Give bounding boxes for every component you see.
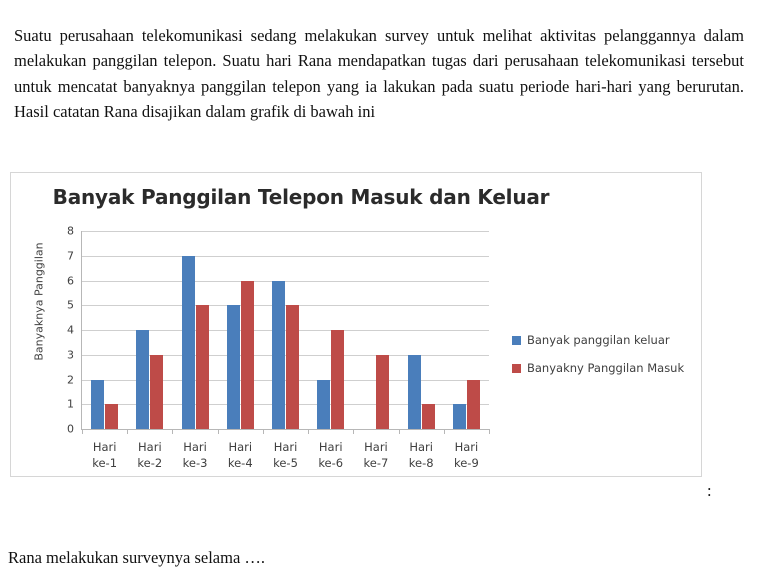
x-axis-tick-label: Hari ke-2 <box>122 439 178 471</box>
gridline <box>82 255 489 257</box>
x-axis-tick-label-line: ke-2 <box>137 456 163 470</box>
x-axis-tick-mark <box>217 429 219 434</box>
bar-masuk-2 <box>150 354 164 429</box>
chart-figure: Banyak Panggilan Telepon Masuk dan Kelua… <box>10 172 702 477</box>
trailing-colon: : <box>707 481 712 500</box>
x-axis-tick-label: Hari ke-6 <box>303 439 359 471</box>
bar-masuk-4 <box>240 280 254 429</box>
gridline <box>82 231 489 232</box>
bar-masuk-7 <box>376 354 390 429</box>
x-axis-tick-mark <box>398 429 400 434</box>
x-axis-tick-label-line: Hari <box>228 440 253 454</box>
x-axis-tick-label: Hari ke-3 <box>167 439 223 471</box>
gridline <box>82 305 489 307</box>
x-axis-tick-label: Hari ke-1 <box>77 439 133 471</box>
x-axis-tick-label-line: Hari <box>409 440 433 454</box>
bar-keluar-8 <box>407 354 421 429</box>
x-axis-tick-label: Hari ke-4 <box>212 439 268 471</box>
y-axis-tick-label: 4 <box>67 323 74 337</box>
x-axis-tick-label-line: Hari <box>138 440 162 454</box>
intro-paragraph: Suatu perusahaan telekomunikasi sedang m… <box>14 25 744 122</box>
x-axis-tick-mark <box>82 429 83 434</box>
x-axis-tick-mark <box>489 429 490 434</box>
x-axis-tick-mark <box>262 429 264 434</box>
x-axis-tick-label-line: ke-5 <box>273 456 298 470</box>
x-axis-tick-label: Hari ke-9 <box>438 439 494 471</box>
x-axis-tick-mark <box>308 429 310 434</box>
gridline <box>82 280 489 282</box>
x-axis-tick-label: Hari ke-8 <box>393 439 449 471</box>
gridline <box>82 354 489 356</box>
y-axis-tick-label: 8 <box>67 224 74 238</box>
legend-item: Banyakny Panggilan Masuk <box>512 361 684 375</box>
x-axis-tick-label-line: ke-9 <box>453 456 479 470</box>
x-axis-tick-label-line: Hari <box>92 440 117 454</box>
bar-keluar-5 <box>272 280 285 429</box>
bar-masuk-8 <box>421 404 435 429</box>
y-axis-tick-label: 6 <box>67 274 74 287</box>
bar-masuk-6 <box>331 330 345 429</box>
legend-label: Banyak panggilan keluar <box>527 333 670 347</box>
x-axis-tick-label-line: ke-7 <box>363 456 389 470</box>
bar-keluar-2 <box>136 330 150 429</box>
x-axis-tick-mark <box>353 429 355 434</box>
y-axis-tick-label: 2 <box>67 373 74 386</box>
x-axis-tick-label: Hari ke-5 <box>258 439 314 471</box>
x-axis-tick-mark <box>443 429 445 434</box>
x-axis-tick-label-line: Hari <box>183 440 207 454</box>
legend-swatch-icon <box>512 335 521 345</box>
x-axis-tick-mark <box>172 429 174 434</box>
bar-masuk-3 <box>195 305 209 429</box>
legend-item: Banyak panggilan keluar <box>512 333 684 347</box>
bar-keluar-3 <box>181 255 195 429</box>
closing-question: Rana melakukan surveynya selama …. <box>8 547 266 567</box>
bar-keluar-4 <box>226 305 240 429</box>
gridline <box>82 379 489 381</box>
x-axis-tick-label-line: ke-3 <box>182 456 208 470</box>
x-axis-tick-label-line: Hari <box>364 440 388 454</box>
bar-keluar-6 <box>317 379 331 429</box>
bar-masuk-9 <box>466 379 480 429</box>
plot-area: 0 1 2 3 4 5 6 7 8 Hari ke-1 Hari ke-2 Hari ke-3 Hari ke-… <box>67 225 490 470</box>
x-axis-tick-label-line: ke-8 <box>408 456 434 470</box>
x-axis-tick-label: Hari ke-7 <box>348 439 404 471</box>
x-axis-tick-label-line: Hari <box>454 440 479 454</box>
legend-swatch-icon <box>512 363 521 373</box>
gridline <box>82 404 489 406</box>
legend-label: Banyakny Panggilan Masuk <box>527 361 685 375</box>
y-axis-tick-label: 5 <box>67 298 74 312</box>
x-axis-tick-label-line: ke-6 <box>318 456 344 470</box>
chart-legend: Banyak panggilan keluar Banyakny Panggila… <box>512 333 684 389</box>
gridline <box>82 330 489 331</box>
y-axis-tick-label: 1 <box>67 397 74 411</box>
x-axis-tick-mark <box>127 429 129 434</box>
x-axis-tick-label-line: ke-1 <box>92 456 118 470</box>
y-axis-tick-label: 3 <box>67 348 74 362</box>
bar-masuk-1 <box>105 404 119 429</box>
chart-title: Banyak Panggilan Telepon Masuk dan Kelua… <box>52 185 550 209</box>
x-axis-tick-label-line: ke-4 <box>227 456 253 470</box>
bar-keluar-9 <box>452 404 466 429</box>
bar-masuk-5 <box>286 305 299 429</box>
bar-keluar-1 <box>91 379 105 429</box>
x-axis-tick-label-line: Hari <box>318 440 343 454</box>
y-axis-tick-label: 0 <box>67 422 74 436</box>
y-axis-tick-label: 7 <box>67 249 74 263</box>
x-axis-tick-label-line: Hari <box>273 440 298 454</box>
